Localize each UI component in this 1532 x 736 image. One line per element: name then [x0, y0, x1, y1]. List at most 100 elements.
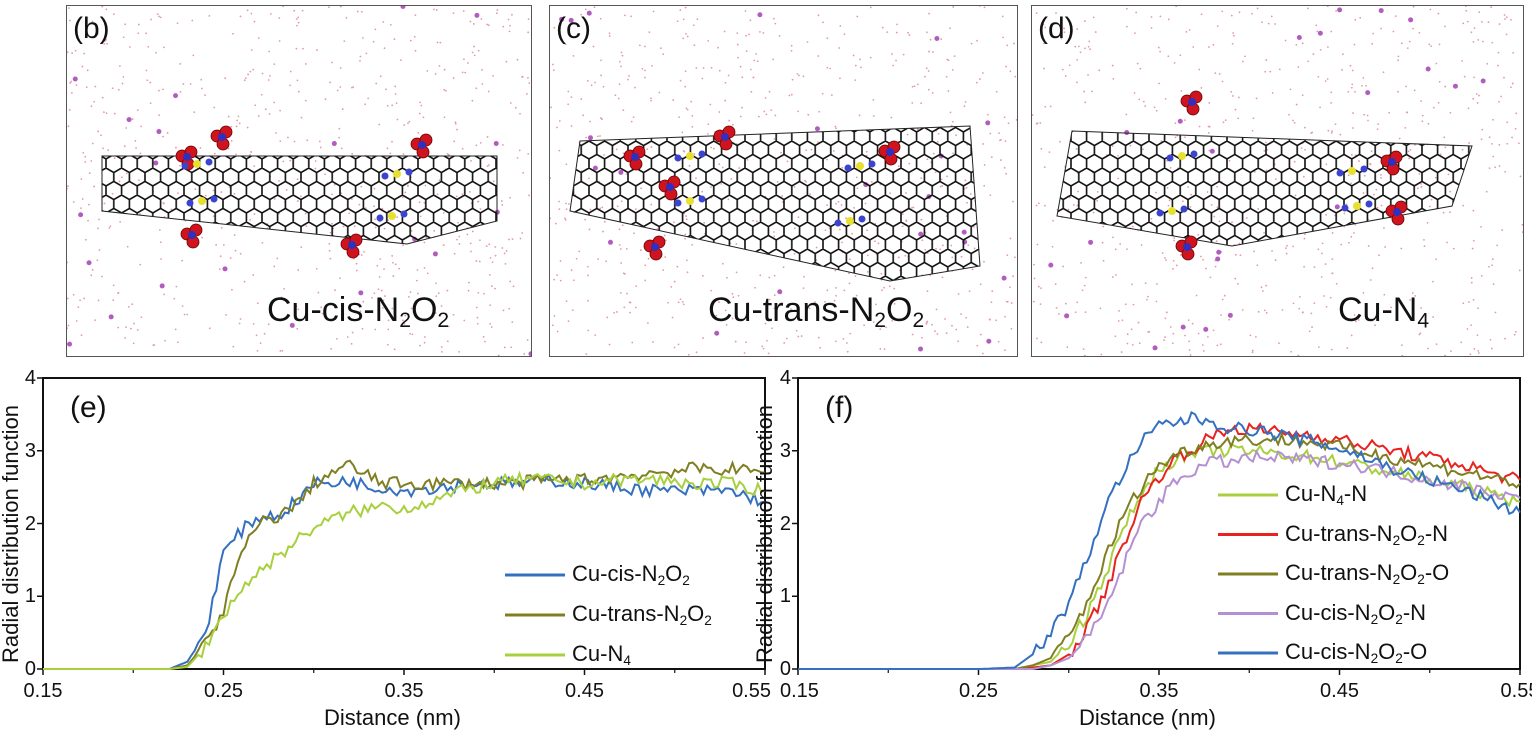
water-dot [359, 310, 362, 313]
water-dot [1208, 102, 1211, 104]
water-dot [123, 145, 126, 148]
water-dot [137, 32, 140, 35]
subscript: 2 [1370, 611, 1379, 627]
panel-d-snapshot: (d) Cu-N4 [1031, 5, 1524, 357]
water-dot [1043, 166, 1046, 168]
water-dot [83, 52, 86, 55]
water-dot [1351, 83, 1354, 86]
water-dot [982, 143, 985, 145]
water-dot [441, 350, 443, 353]
water-dot [1032, 300, 1035, 303]
water-dot [1033, 263, 1035, 266]
water-dot [443, 88, 446, 91]
water-dot [1444, 354, 1446, 356]
text-segment: Cu-trans-N [572, 601, 680, 626]
water-dot [159, 241, 162, 244]
water-dot [80, 178, 83, 180]
water-dot [1137, 321, 1140, 324]
water-dot [1462, 22, 1465, 25]
water-dot [1460, 341, 1463, 344]
x-tick-label: 0.45 [565, 680, 604, 702]
water-dot [589, 120, 592, 123]
water-dot [834, 340, 837, 343]
water-dot [679, 79, 682, 82]
water-dot [800, 335, 803, 337]
water-dot [1281, 308, 1284, 311]
water-dot [522, 171, 525, 174]
water-dot [1089, 48, 1092, 51]
water-dot [159, 16, 162, 19]
water-dot [423, 266, 426, 269]
water-dot [476, 322, 479, 325]
water-dot [149, 81, 152, 84]
water-dot [629, 311, 631, 314]
water-dot [1470, 324, 1473, 327]
water-dot [1312, 53, 1315, 55]
water-dot [1491, 258, 1494, 260]
water-dot [1471, 247, 1474, 250]
chart-1 [792, 377, 1521, 675]
text-segment: -N [1424, 520, 1449, 546]
water-dot [1313, 302, 1316, 304]
water-dot [516, 156, 519, 159]
nitrate-molecule [623, 145, 646, 171]
water-dot [752, 76, 755, 79]
water-dot [379, 258, 382, 260]
water-dot [594, 334, 597, 337]
water-dot [724, 99, 727, 102]
water-dot [628, 301, 631, 304]
water-dot [1510, 86, 1512, 89]
water-dot [468, 281, 470, 284]
water-dot [519, 237, 522, 240]
water-dot [881, 289, 883, 291]
water-dot [516, 58, 519, 61]
water-dot [1179, 54, 1182, 57]
water-dot [664, 239, 667, 242]
water-dot [1005, 172, 1008, 175]
ion-dot [67, 341, 73, 347]
water-dot [1231, 42, 1234, 45]
water-dot [112, 299, 115, 301]
water-dot [234, 249, 237, 252]
water-dot [1371, 42, 1374, 45]
water-dot [839, 77, 841, 80]
water-dot [587, 274, 589, 277]
subscript: 2 [657, 573, 666, 589]
water-dot [849, 332, 852, 335]
water-dot [68, 108, 71, 111]
text-segment: Cu-trans-N [1285, 560, 1393, 585]
water-dot [128, 46, 131, 48]
water-dot [107, 149, 110, 152]
water-dot [1320, 276, 1323, 278]
water-dot [475, 306, 478, 309]
water-dot [1221, 10, 1224, 13]
water-dot [580, 13, 583, 16]
water-dot [761, 345, 764, 348]
water-dot [256, 349, 259, 352]
water-dot [473, 54, 476, 57]
water-dot [67, 185, 69, 188]
water-dot [1463, 75, 1466, 78]
water-dot [892, 64, 895, 67]
water-dot [496, 9, 499, 11]
x-tick-label: 0.35 [384, 680, 424, 702]
water-dot [1472, 97, 1475, 100]
water-dot [407, 296, 410, 298]
water-dot [945, 75, 948, 78]
water-dot [736, 43, 739, 46]
water-dot [121, 82, 124, 85]
water-dot [510, 346, 513, 349]
water-dot [586, 80, 589, 82]
water-dot [1138, 98, 1141, 101]
water-dot [505, 60, 508, 63]
water-dot [1443, 136, 1446, 139]
nitrate-molecule [210, 125, 233, 151]
water-dot [590, 84, 593, 87]
water-dot [119, 220, 122, 223]
water-dot [145, 69, 148, 72]
water-dot [1319, 106, 1321, 109]
water-dot [328, 242, 331, 245]
water-dot [1437, 101, 1440, 104]
water-dot [925, 67, 928, 70]
water-dot [1511, 136, 1513, 139]
